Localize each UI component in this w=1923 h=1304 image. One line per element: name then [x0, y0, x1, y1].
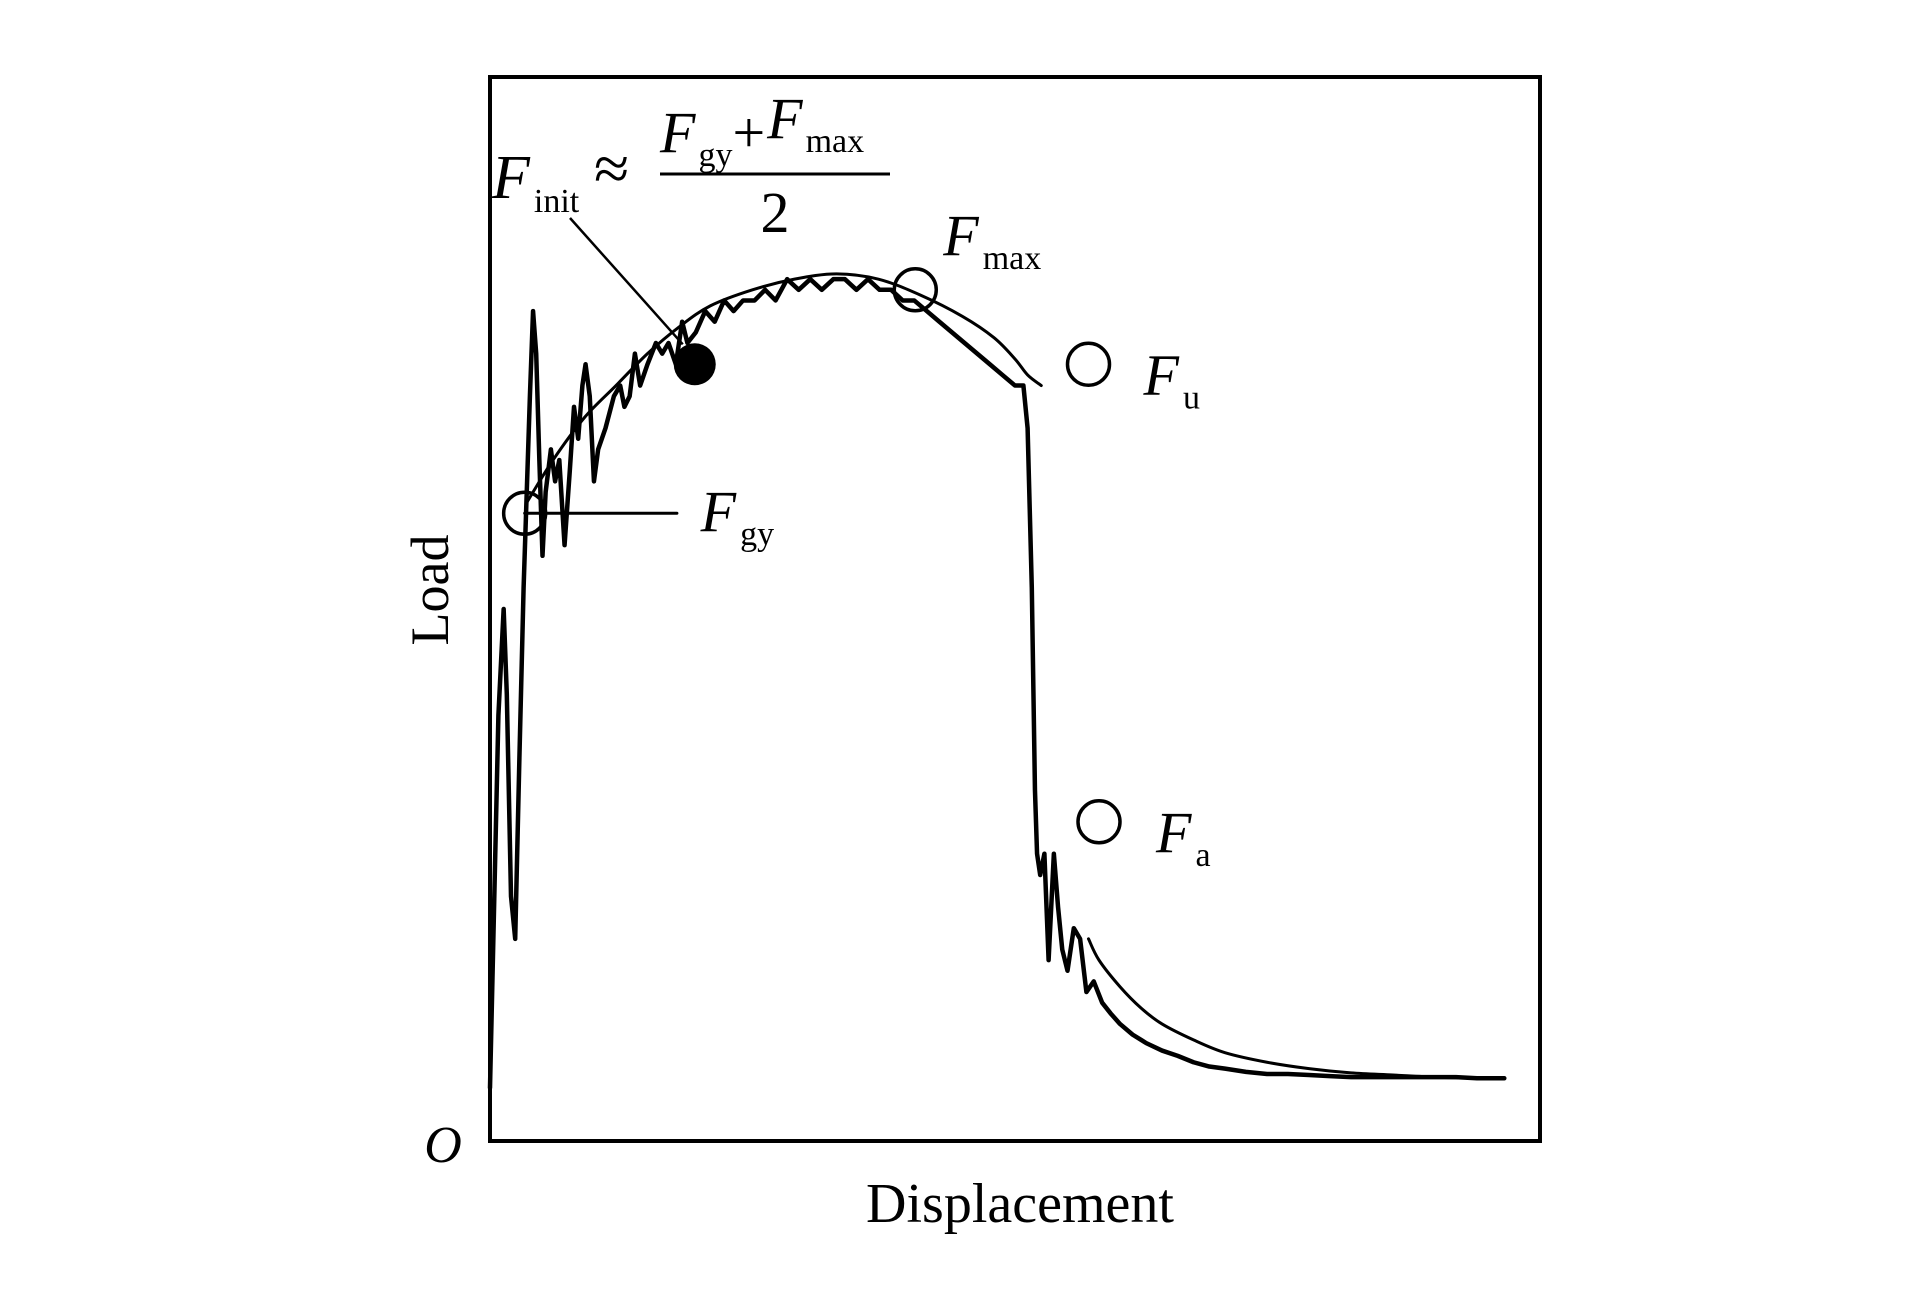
label-F_gy-sub: gy [740, 516, 774, 553]
formula-term-base: F [766, 86, 803, 151]
series-layer [487, 272, 1507, 1091]
series-line-1-noisy [487, 276, 1507, 1091]
plot-frame [488, 75, 1542, 1143]
formula-lhs-base: F [491, 144, 531, 212]
label-F_gy-base: F [700, 479, 737, 544]
series-line-2-smooth [525, 272, 1043, 505]
label-F_a-sub: a [1195, 837, 1210, 874]
series-line-3-smooth [1087, 937, 1506, 1080]
marker-layer [501, 267, 1122, 845]
formula-denominator: 2 [761, 180, 790, 245]
formula-term-sub: max [806, 123, 865, 160]
marker-F_gy [501, 490, 548, 536]
label-F_max-sub: max [983, 240, 1042, 277]
origin-label: O [424, 1117, 462, 1174]
formula-numerator: Fgy+Fmax [659, 86, 864, 174]
label-F_a-base: F [1155, 800, 1192, 865]
marker-F_a [1076, 799, 1122, 845]
formula-operator: + [732, 100, 765, 165]
marker-F_u [1065, 341, 1112, 388]
label-F_u-base: F [1143, 342, 1180, 407]
y-axis-label: Load [400, 535, 460, 646]
marker-F_init [673, 343, 716, 386]
formula-term-sub: gy [698, 137, 732, 174]
label-F_max-base: F [942, 203, 979, 268]
x-axis-label: Displacement [866, 1173, 1174, 1235]
marker-F_max [892, 267, 938, 313]
formula-approx: ≈ [594, 133, 629, 204]
formula-lhs-sub: init [534, 183, 580, 220]
formula-term-base: F [659, 100, 696, 165]
formula-leader-line [569, 217, 684, 346]
label-F_u-sub: u [1183, 379, 1200, 416]
